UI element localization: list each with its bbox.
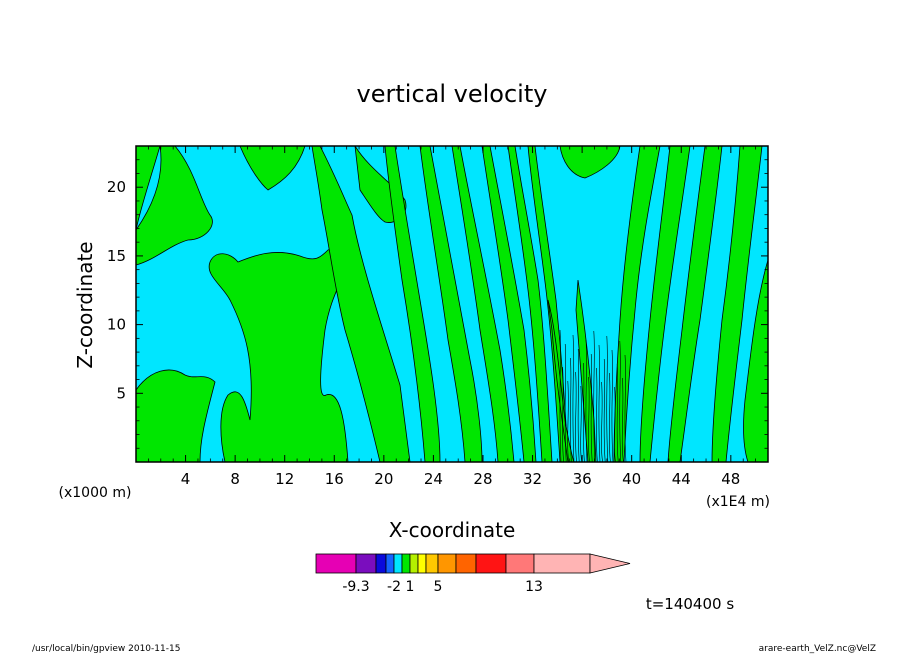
colorbar-label: 5 <box>434 579 443 595</box>
colorbar-segment <box>409 553 419 574</box>
colorbar-segment <box>437 553 457 574</box>
plot-frame <box>135 145 769 463</box>
colorbar-segment <box>505 553 535 574</box>
footer-right: arare-earth_VelZ.nc@VelZ <box>759 644 876 654</box>
x-tick-label: 20 <box>374 470 393 488</box>
x-axis-unit: (x1000 m) <box>59 485 132 501</box>
x-axis-unit-secondary: (x1E4 m) <box>706 494 770 510</box>
colorbar-segment <box>417 553 427 574</box>
colorbar-label: -9.3 <box>342 579 369 595</box>
colorbar-labels: -9.3 -2 1 5 13 <box>342 579 543 595</box>
colorbar-segment <box>425 553 439 574</box>
x-tick-label: 32 <box>523 470 542 488</box>
x-tick-label: 24 <box>424 470 443 488</box>
colorbar-segment <box>401 553 411 574</box>
colorbar-segment <box>385 553 395 574</box>
x-tick-label: 44 <box>672 470 691 488</box>
colorbar <box>315 553 631 574</box>
x-axis-label: X-coordinate <box>389 518 516 542</box>
colorbar-label: 1 <box>406 579 415 595</box>
x-tick-label: 12 <box>275 470 294 488</box>
footer-left: /usr/local/bin/gpview 2010-11-15 <box>32 644 180 654</box>
x-tick-label: 16 <box>325 470 344 488</box>
colorbar-segment <box>533 553 591 574</box>
colorbar-segment <box>475 553 507 574</box>
colorbar-label: 13 <box>525 579 543 595</box>
colorbar-segment <box>315 553 357 574</box>
colorbar-segment <box>375 553 387 574</box>
chart-title: vertical velocity <box>357 80 548 108</box>
y-axis-ticks: 5 10 15 20 <box>107 145 768 463</box>
colorbar-label: -2 <box>387 579 401 595</box>
plot-area <box>135 145 769 463</box>
y-tick-label: 20 <box>107 178 126 196</box>
y-axis-label: Z-coordinate <box>73 241 97 368</box>
velocity-contour-bands <box>136 146 768 462</box>
x-tick-label: 8 <box>230 470 240 488</box>
x-tick-label: 4 <box>181 470 191 488</box>
x-tick-label: 48 <box>721 470 740 488</box>
colorbar-segment <box>455 553 477 574</box>
time-label: t=140400 s <box>646 595 734 613</box>
colorbar-segment <box>393 553 403 574</box>
x-tick-label: 28 <box>473 470 492 488</box>
y-tick-label: 5 <box>116 384 126 402</box>
y-tick-label: 15 <box>107 247 126 265</box>
colorbar-arrow <box>589 553 631 574</box>
x-axis-ticks: 4 8 12 16 20 24 28 32 36 40 44 48 <box>135 146 769 488</box>
x-tick-label: 36 <box>573 470 592 488</box>
y-tick-label: 10 <box>107 316 126 334</box>
x-tick-label: 40 <box>622 470 641 488</box>
colorbar-segment <box>355 553 377 574</box>
